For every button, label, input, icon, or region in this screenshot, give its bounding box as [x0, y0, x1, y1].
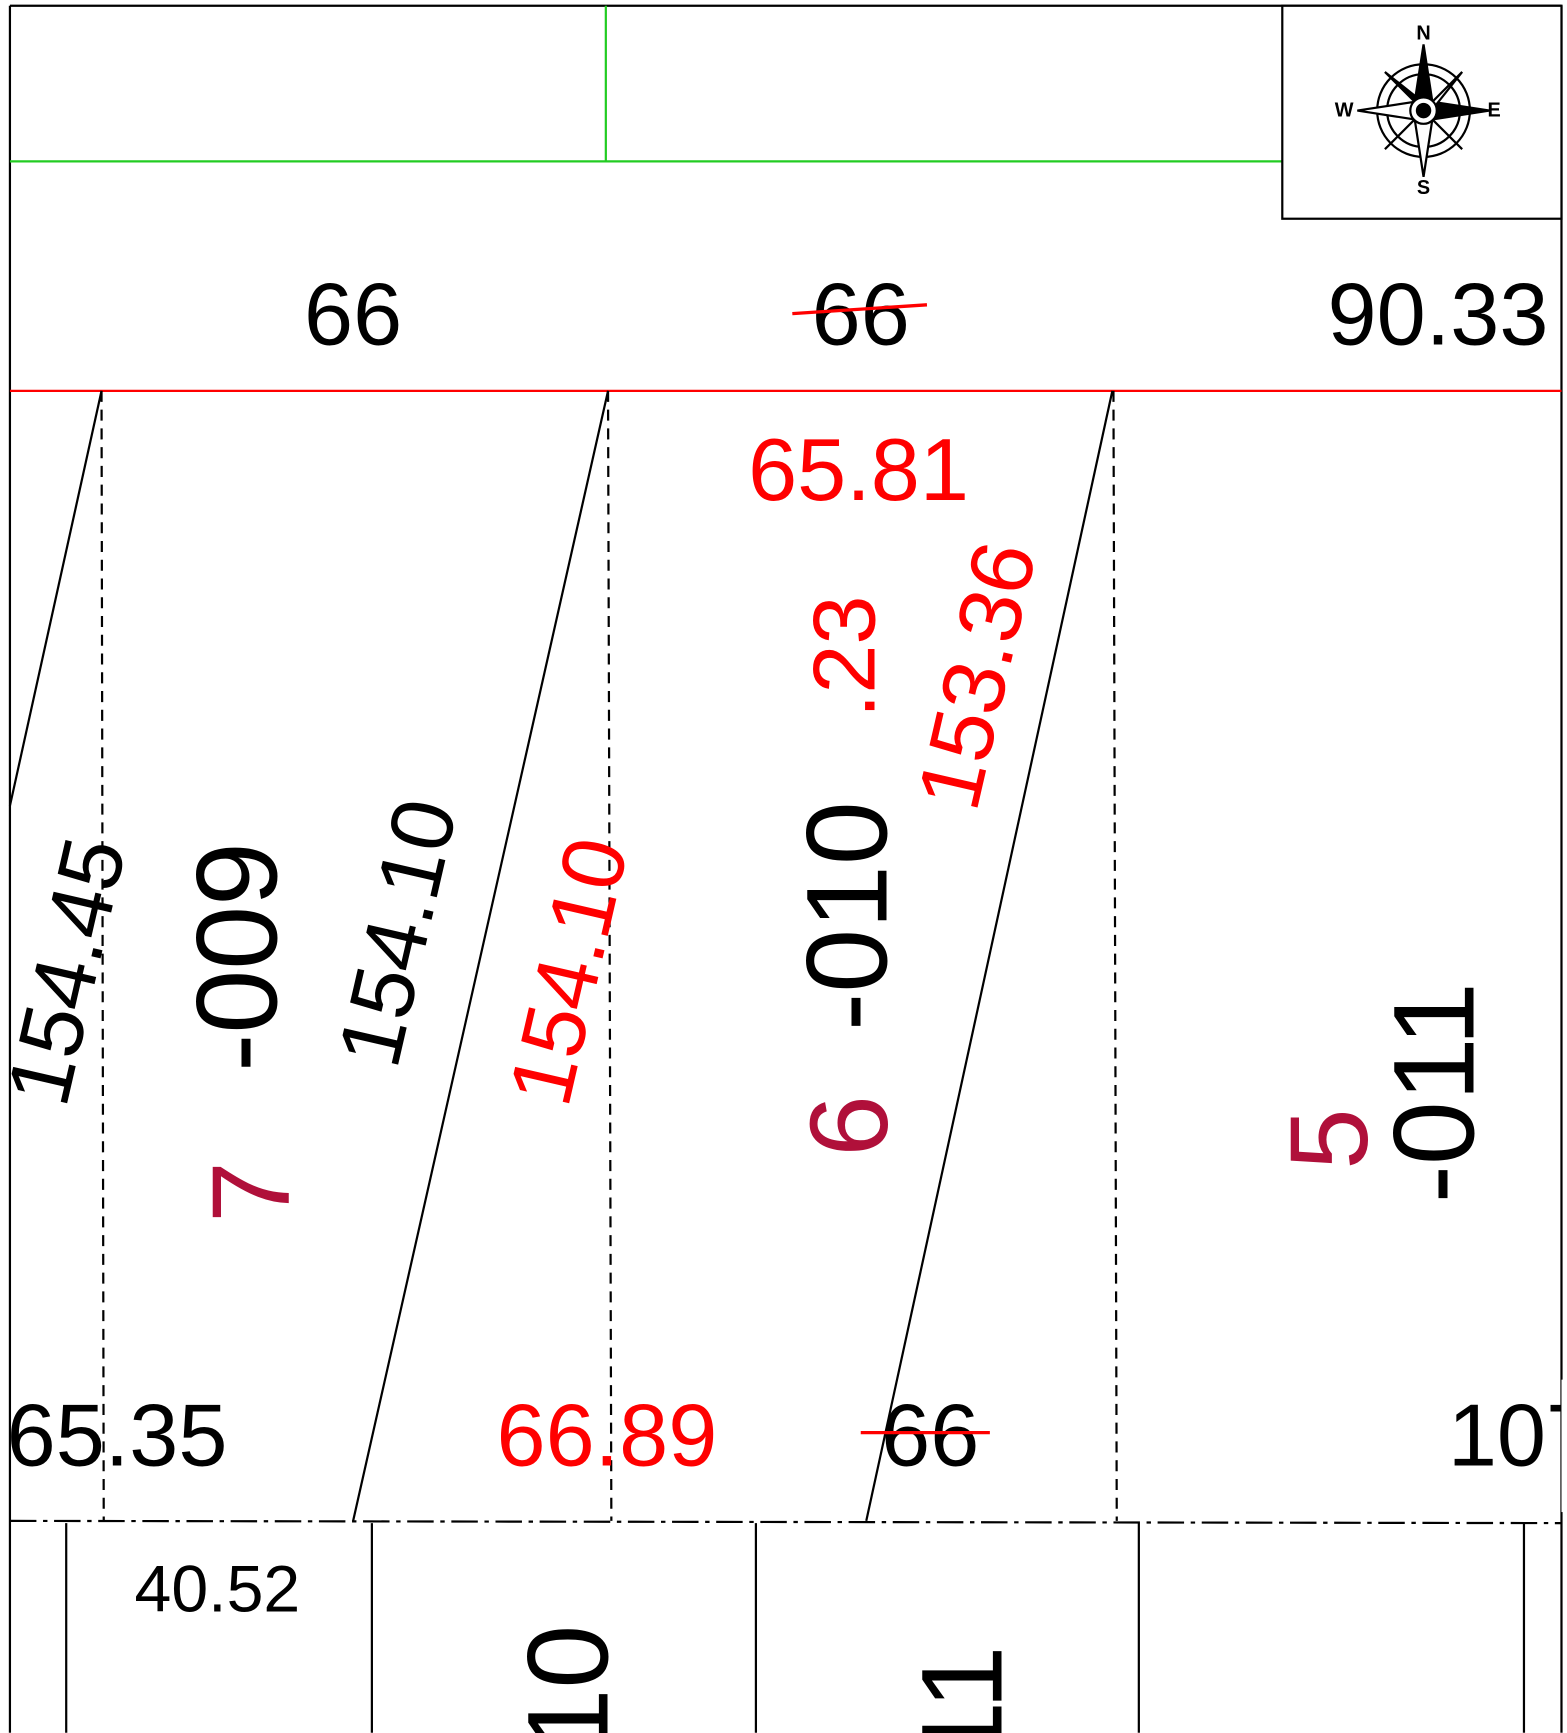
- top-dimensions: 66 66 90.33: [304, 265, 1548, 364]
- compass-e: E: [1488, 100, 1501, 122]
- compass-rose: [1357, 44, 1490, 177]
- dimension: 40.52: [135, 1552, 301, 1626]
- dimension: 90.33: [1328, 265, 1549, 364]
- lot-number: 6: [788, 1095, 911, 1156]
- dimension: 65.81: [748, 420, 969, 519]
- edge-mask: [1561, 1379, 1567, 1513]
- lot-id: -011: [1371, 982, 1499, 1203]
- dimension: 66.89: [496, 1386, 717, 1485]
- lower-parcels: [65, 1523, 1526, 1733]
- lot-number: 5: [1268, 1108, 1391, 1169]
- compass-labels: N E S W: [1335, 22, 1501, 198]
- dimension: 66: [812, 265, 910, 364]
- bottom-dimensions: 65.35 66.89 66 107: [7, 1386, 1567, 1485]
- dimension: 107: [1448, 1386, 1567, 1485]
- compass-n: N: [1416, 22, 1430, 44]
- lot-number: 7: [190, 1161, 313, 1222]
- dimension: .23: [795, 595, 894, 718]
- dashed-lines: [100, 390, 1118, 1521]
- compass-w: W: [1335, 100, 1354, 122]
- lot-id: -010: [784, 801, 912, 1031]
- compass-s: S: [1417, 177, 1430, 199]
- parcel-number: 11: [898, 1646, 1026, 1733]
- lot-lines: [8, 390, 1114, 1522]
- strike: [792, 303, 928, 316]
- green-boundary: [9, 5, 1283, 163]
- dash-dot-line: [9, 1519, 1562, 1525]
- dimension: 66: [304, 265, 402, 364]
- lot-id: -009: [173, 842, 301, 1072]
- parcel-number: 10: [504, 1625, 632, 1733]
- dimension: 65.35: [7, 1386, 228, 1485]
- dimension: 66: [881, 1386, 979, 1485]
